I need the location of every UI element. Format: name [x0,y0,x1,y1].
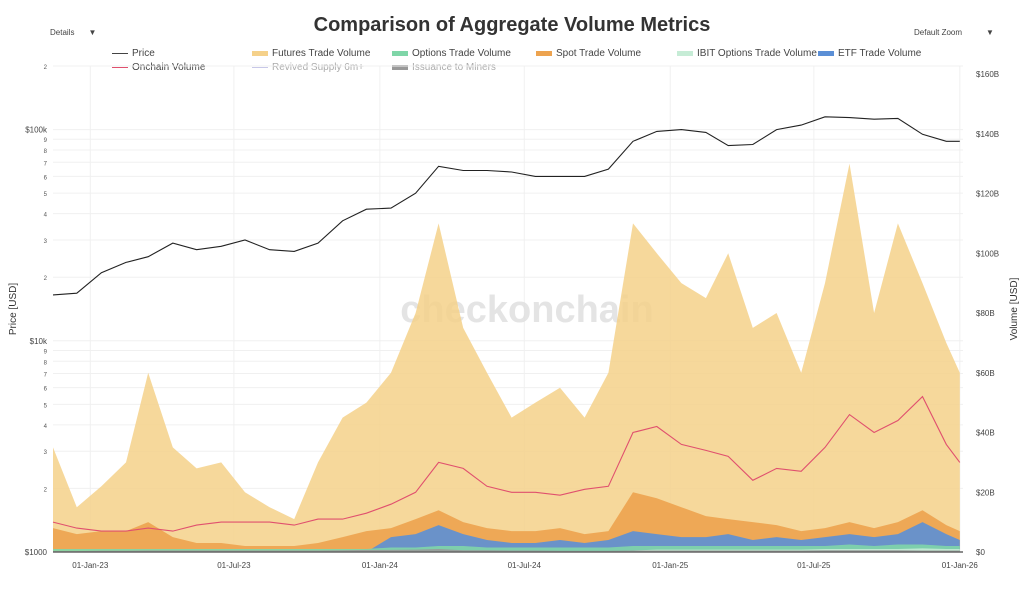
legend-item[interactable]: IBIT Options Trade Volume [677,48,817,59]
legend-swatch [677,51,693,56]
left-tick-label: 2 [44,276,48,282]
right-tick-label: $60B [976,369,995,378]
x-tick-label: 01-Jul-23 [217,561,251,570]
right-tick-label: $100B [976,249,999,258]
legend-swatch [252,51,268,56]
legend-swatch [536,51,552,56]
legend-swatch [252,67,268,68]
right-tick-label: $20B [976,488,995,497]
legend-item[interactable]: Revived Supply 6m+ [252,62,364,73]
legend-label: Onchain Volume [132,62,206,73]
x-tick-label: 01-Jan-24 [362,561,399,570]
legend-item[interactable]: Price [112,48,155,59]
legend-label: Options Trade Volume [412,48,511,59]
x-tick-label: 01-Jan-23 [72,561,109,570]
legend-swatch [392,51,408,56]
left-tick-label: 6 [44,175,48,181]
zoom-label: Default Zoom [914,28,963,37]
left-tick-label: $10k [30,337,48,346]
etf-trade-volume-series [53,522,960,552]
triangle-down-icon: ▼ [88,28,97,37]
legend-label: ETF Trade Volume [838,48,922,59]
legend-label: Futures Trade Volume [272,48,371,59]
legend-item[interactable]: Issuance to Miners [392,62,496,73]
legend-item[interactable]: Options Trade Volume [392,48,511,59]
legend-item[interactable]: Spot Trade Volume [536,48,641,59]
left-tick-label: 2 [44,487,48,493]
left-tick-label: 3 [44,450,48,456]
right-tick-label: $140B [976,130,999,139]
details-dropdown[interactable]: Details ▼ [44,24,103,41]
left-tick-label: 4 [44,424,48,430]
left-tick-label: 5 [44,403,48,409]
right-axis-title: Volume [USD] [1009,277,1020,340]
right-tick-label: $40B [976,429,995,438]
left-tick-label: $1000 [25,548,48,557]
left-tick-label: 2 [44,65,48,71]
details-label: Details [50,28,75,37]
right-tick-label: $80B [976,309,995,318]
left-tick-label: 3 [44,239,48,245]
left-tick-label: 5 [44,192,48,198]
legend-item[interactable]: Onchain Volume [112,62,205,73]
left-tick-label: 4 [44,213,48,219]
price-series [52,116,960,296]
right-tick-label: $120B [976,190,999,199]
left-tick-label: 9 [44,138,48,144]
right-tick-label: $0 [976,548,985,557]
left-tick-label: 7 [44,161,48,167]
legend-item[interactable]: Futures Trade Volume [252,48,370,59]
legend-label: Issuance to Miners [412,62,496,73]
left-tick-label: 6 [44,387,48,393]
x-tick-label: 01-Jul-25 [797,561,831,570]
chart-title: Comparison of Aggregate Volume Metrics [313,14,711,36]
zoom-dropdown[interactable]: Default Zoom ▼ [908,24,1000,41]
triangle-down-icon: ▼ [986,28,994,37]
left-tick-label: 7 [44,373,48,379]
futures-trade-volume-series [53,163,960,552]
legend-label: IBIT Options Trade Volume [697,48,817,59]
legend-swatch [112,67,128,68]
legend-swatch [392,65,408,70]
x-tick-label: 01-Jan-25 [652,561,689,570]
legend-label: Price [132,48,155,59]
left-tick-label: 8 [44,360,48,366]
legend-item[interactable]: ETF Trade Volume [818,48,921,59]
left-tick-label: 9 [44,349,48,355]
legend-label: Spot Trade Volume [556,48,642,59]
x-tick-label: 01-Jul-24 [508,561,542,570]
right-tick-label: $160B [976,70,999,79]
left-tick-label: $100k [25,126,48,135]
legend-swatch [818,51,834,56]
left-tick-label: 8 [44,149,48,155]
x-tick-label: 01-Jan-26 [942,561,979,570]
legend-label: Revived Supply 6m+ [272,62,364,73]
legend-swatch [112,53,128,54]
onchain-volume-series [52,395,961,532]
left-axis-title: Price [USD] [8,283,19,335]
